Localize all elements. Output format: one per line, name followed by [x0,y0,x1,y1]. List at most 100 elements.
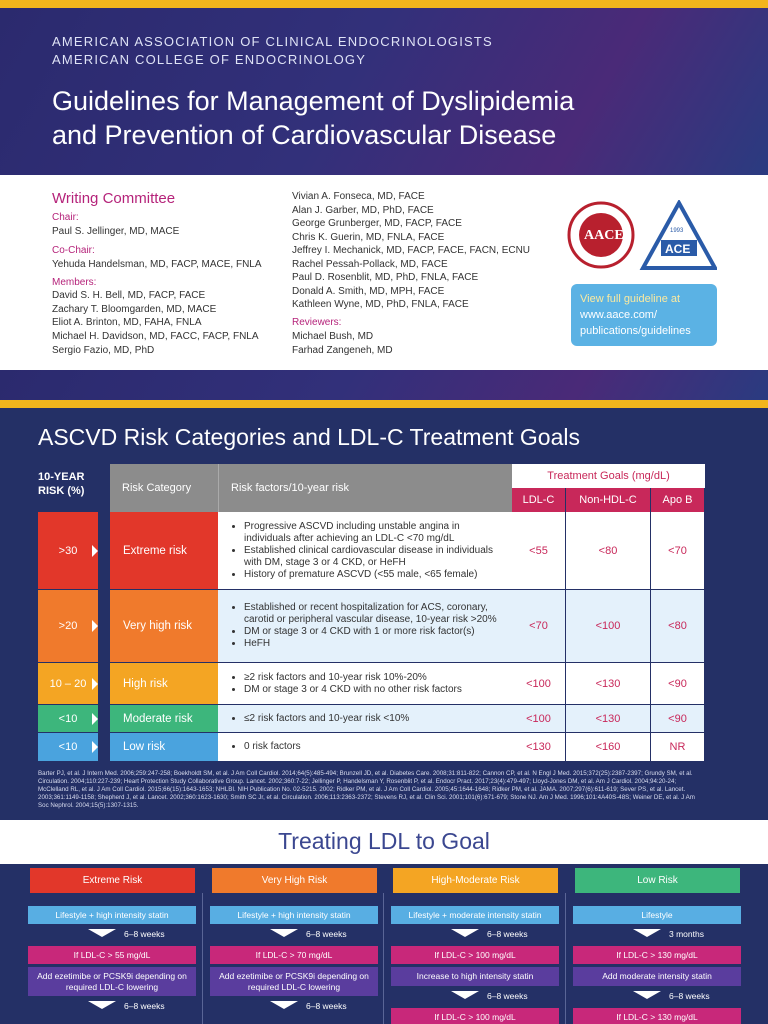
factor: ≤2 risk factors and 10-year risk <10% [244,713,409,725]
category-cell: Very high risk [110,590,218,662]
factors-cell: ≤2 risk factors and 10-year risk <10% [218,705,512,732]
ace-logo-year: 1993 [670,228,684,234]
risk-cell: 10 – 20 [38,663,98,704]
wait-arrow [270,929,298,938]
wait-label: 6–8 weeks [306,929,347,940]
logos [567,200,717,270]
factor: 0 risk factors [244,741,301,753]
goal-cell: <130 [566,705,650,732]
aace-logo-text: AACE [584,228,624,243]
divider-band [0,370,768,400]
factors-cell: Progressive ASCVD including unstable ang… [218,512,512,589]
factors-cell: ≥2 risk factors and 10-year risk 10%-20%… [218,663,512,704]
goal-cell: <100 [566,590,650,662]
row-arrow [92,544,98,557]
step-column: Lifestyle 3 months If LDL-C > 130 mg/dL Add… [567,906,747,1024]
wait-arrow [633,990,661,999]
member: Donald A. Smith, MD, MPH, FACE [292,285,445,297]
step-box: If LDL-C > 100 mg/dL [391,1007,559,1024]
column-divider [565,893,566,1024]
members-label: Members: [52,277,97,288]
goal-cell: <100 [512,705,565,732]
wait-arrow [451,990,479,999]
title-line: and Prevention of Cardiovascular Disease [52,120,557,150]
member: Rachel Pessah-Pollack, MD, FACE [292,258,448,270]
wait-arrow [88,1000,116,1009]
goal-cell: NR [651,733,704,761]
column-tab: High-Moderate Risk [393,868,558,893]
factors-list: ≥2 risk factors and 10-year risk 10%-20%… [232,672,462,696]
goal-cell: <80 [566,512,650,589]
member: Sergio Fazio, MD, PhD [52,344,155,356]
member: Paul D. Rosenblit, MD, PhD, FNLA, FACE [292,272,479,283]
goal-cell: <130 [512,733,565,761]
factor: ≥2 risk factors and 10-year risk 10%-20% [244,672,462,684]
goal-cell: <55 [512,512,565,589]
step-box: If LDL-C > 70 mg/dL [210,946,378,965]
goals-header: Treatment Goals (mg/dL) [547,470,670,482]
column-divider [202,893,203,1024]
step-column: Lifestyle + high intensity statin 6–8 wee… [204,906,384,1015]
ace-logo-band [661,240,697,256]
factor: DM or stage 3 or 4 CKD with no other ris… [244,684,462,696]
step-box: If LDL-C > 130 mg/dL [573,1007,741,1024]
step-box: Lifestyle + high intensity statin [28,906,196,925]
goal-cell: <100 [512,663,565,704]
top-stripe [0,0,768,8]
references: Barter PJ, et al. J Intern Med. 2006;259… [38,770,695,810]
reviewer: Farhad Zangeneh, MD [292,345,393,356]
category-cell: Low risk [110,733,218,761]
factor: History of premature ASCVD (<55 male, <6… [244,569,498,581]
risk-cell: >20 [38,590,98,662]
callout-line: www.aace.com/ [580,309,658,321]
goal-column-header: Apo B [651,488,704,512]
wait-step: 6–8 weeks [567,989,747,1005]
step-box: Lifestyle [573,906,741,925]
wait-label: 6–8 weeks [669,990,710,1001]
goal-cell: <80 [651,590,704,662]
callout-box [571,284,717,346]
wait-label: 6–8 weeks [487,929,528,940]
chair-label: Chair: [52,212,79,223]
wait-step: 6–8 weeks [204,999,384,1015]
row-arrow [92,741,98,753]
member: Chris K. Guerin, MD, FNLA, FACE [292,231,445,243]
member: Zachary T. Bloomgarden, MD, MACE [52,303,217,315]
callout-line: View full guideline at [580,293,681,305]
factor: HeFH [244,638,498,650]
goal-cell: <70 [512,590,565,662]
factors-header: Risk factors/10-year risk [231,482,349,494]
category-header-cell [110,464,218,512]
wait-label: 6–8 weeks [487,990,528,1001]
goal-cell: <160 [566,733,650,761]
factor: DM or stage 3 or 4 CKD with 1 or more ri… [244,626,498,638]
step-box: If LDL-C > 130 mg/dL [573,946,741,965]
treating-title: Treating LDL to Goal [278,828,490,854]
column-divider [383,893,384,1024]
org-line: AMERICAN ASSOCIATION OF CLINICAL ENDOCRI… [52,34,493,49]
category-cell: High risk [110,663,218,704]
title-line: Guidelines for Management of Dyslipidemi… [52,86,575,116]
column-tab: Very High Risk [212,868,377,893]
factors-list: Established or recent hospitalization fo… [232,602,498,650]
goal-column-header: LDL-C [512,488,565,512]
aace-logo-inner [579,213,623,257]
step-box: If LDL-C > 55 mg/dL [28,946,196,965]
wait-step: 6–8 weeks [22,927,202,943]
wait-step: 6–8 weeks [385,927,565,943]
factor: Established or recent hospitalization fo… [244,602,498,626]
step-box: Add moderate intensity statin [573,967,741,986]
step-column: Lifestyle + moderate intensity statin 6–8… [385,906,565,1024]
member: Vivian A. Fonseca, MD, FACE [292,191,425,202]
member: George Grunberger, MD, FACP, FACE [292,218,462,229]
step-box: Add ezetimibe or PCSK9i depending on req… [210,967,378,996]
risk-cell: <10 [38,705,98,732]
member: Alan J. Garber, MD, PhD, FACE [292,204,434,216]
chair: Paul S. Jellinger, MD, MACE [52,226,180,237]
wait-step: 6–8 weeks [385,989,565,1005]
category-cell: Moderate risk [110,705,218,732]
callout-line: publications/guidelines [580,325,691,337]
wait-step: 6–8 weeks [22,999,202,1015]
category-cell: Extreme risk [110,512,218,589]
